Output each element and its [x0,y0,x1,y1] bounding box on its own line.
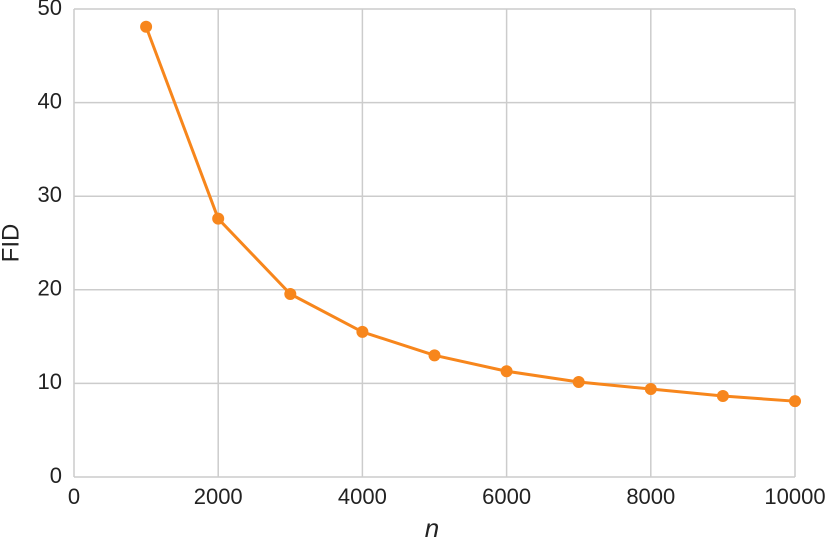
data-point [428,349,441,362]
data-point [716,390,729,403]
series-line [144,26,796,403]
data-point [140,20,153,33]
data-point [284,288,297,301]
x-tick-label: 6000 [482,484,531,509]
y-tick-label: 10 [38,369,62,394]
y-tick-label: 0 [50,463,62,488]
data-point [356,325,369,338]
x-axis-label: n [425,513,439,543]
data-point [789,395,801,408]
y-axis-label: FID [0,224,24,263]
data-point [212,212,225,225]
x-tick-label: 0 [68,484,80,509]
x-tick-label: 10000 [764,484,825,509]
x-tick-label: 4000 [338,484,387,509]
data-point [572,375,585,388]
y-tick-label: 40 [38,88,62,113]
data-point [644,383,657,396]
y-tick-label: 30 [38,182,62,207]
data-point [500,365,513,378]
y-tick-label: 20 [38,276,62,301]
x-tick-label: 2000 [194,484,243,509]
y-tick-label: 50 [38,0,62,20]
x-tick-label: 8000 [626,484,675,509]
